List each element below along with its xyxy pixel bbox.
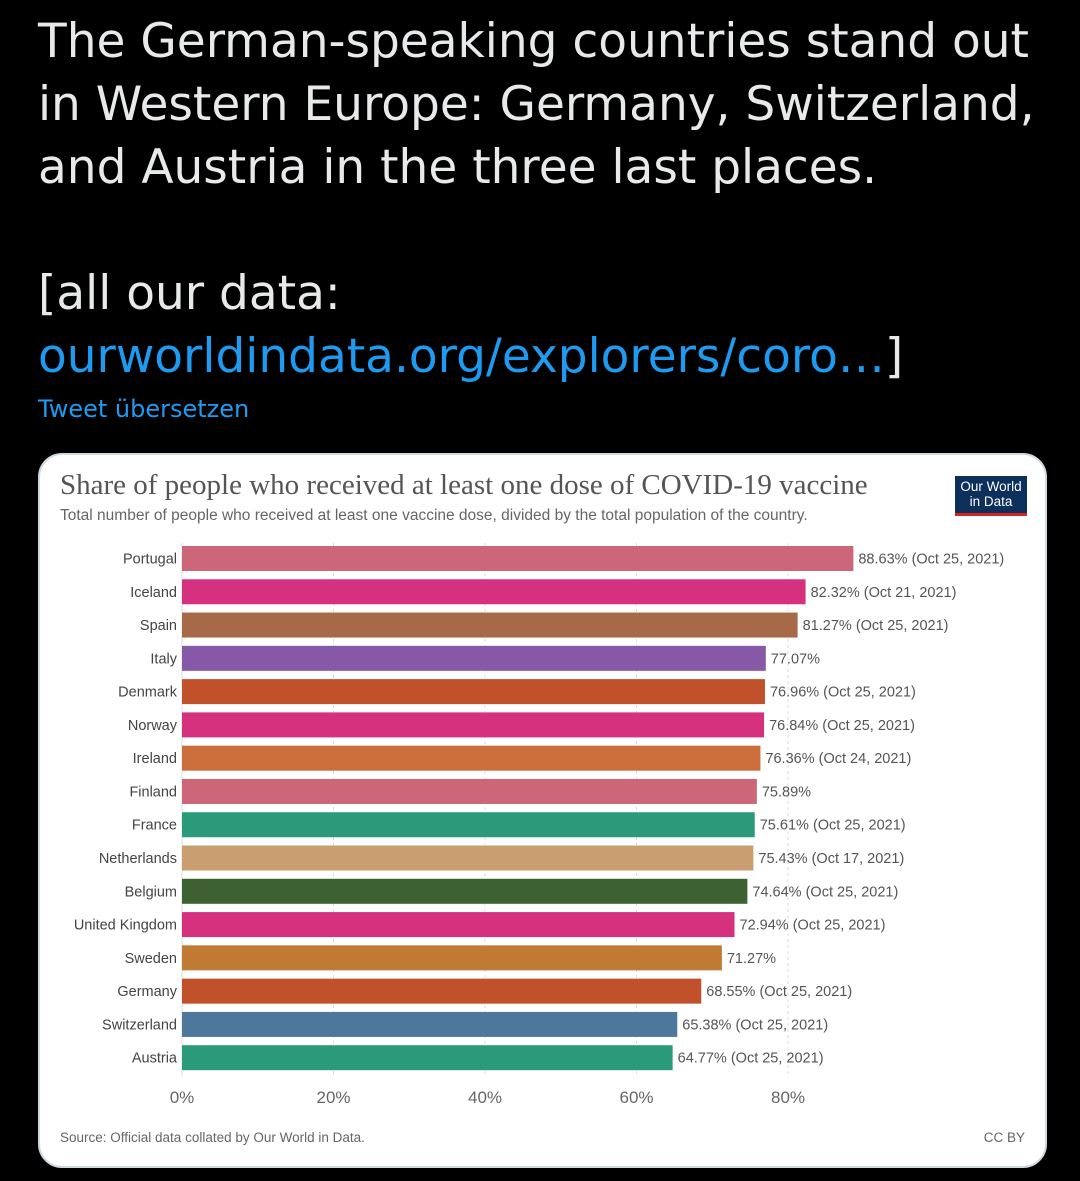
x-tick-label: 80% — [771, 1088, 805, 1107]
value-label: 71.27% — [727, 951, 776, 967]
value-label: 68.55% (Oct 25, 2021) — [706, 984, 852, 1000]
category-label: Finland — [129, 784, 177, 800]
bar-united-kingdom[interactable] — [182, 912, 735, 938]
category-label: Denmark — [118, 685, 178, 701]
category-label: Italy — [150, 651, 177, 667]
value-label: 88.63% (Oct 25, 2021) — [858, 552, 1004, 568]
x-tick-label: 40% — [468, 1088, 502, 1107]
value-label: 75.89% — [762, 784, 811, 800]
category-label: Iceland — [130, 585, 177, 601]
translate-tweet-link[interactable]: Tweet übersetzen — [38, 395, 250, 423]
value-label: 81.27% (Oct 25, 2021) — [803, 618, 949, 634]
tweet-link-suffix: ] — [884, 329, 904, 384]
bar-switzerland[interactable] — [182, 1011, 678, 1037]
value-label: 76.96% (Oct 25, 2021) — [770, 685, 916, 701]
category-label: United Kingdom — [74, 918, 177, 934]
owid-logo[interactable]: Our World in Data — [955, 476, 1027, 516]
value-label: 75.61% (Oct 25, 2021) — [760, 818, 906, 834]
category-label: Belgium — [125, 884, 177, 900]
value-label: 77.07% — [771, 651, 820, 667]
bar-denmark[interactable] — [182, 679, 765, 705]
value-label: 76.84% (Oct 25, 2021) — [769, 718, 915, 734]
bar-belgium[interactable] — [182, 878, 748, 904]
bar-norway[interactable] — [182, 712, 765, 738]
category-label: Austria — [132, 1051, 178, 1067]
category-label: Netherlands — [99, 851, 177, 867]
tweet-line: and Austria in the three last places. — [38, 140, 878, 195]
chart-card[interactable]: 0% 20% 40% 60% 80% Portugal 88.63% (Oct 25, 20… — [38, 453, 1047, 1168]
bar-netherlands[interactable] — [182, 845, 754, 871]
chart-title: Share of people who received at least on… — [60, 469, 868, 501]
category-label: Germany — [117, 984, 177, 1000]
bar-austria[interactable] — [182, 1045, 673, 1071]
value-label: 65.38% (Oct 25, 2021) — [682, 1017, 828, 1033]
bar-sweden[interactable] — [182, 945, 722, 971]
bar-iceland[interactable] — [182, 579, 806, 605]
chart-subtitle: Total number of people who received at l… — [60, 507, 808, 524]
bar-spain[interactable] — [182, 612, 798, 638]
category-label: Portugal — [123, 552, 177, 568]
value-label: 64.77% (Oct 25, 2021) — [678, 1051, 824, 1067]
value-label: 72.94% (Oct 25, 2021) — [740, 918, 886, 934]
tweet-line: [all our data: — [38, 266, 341, 321]
category-label: Switzerland — [102, 1017, 177, 1033]
tweet-line: The German-speaking countries stand out — [38, 14, 1029, 69]
x-tick-label: 0% — [170, 1088, 195, 1107]
category-label: Norway — [128, 718, 178, 734]
owid-logo-line2: in Data — [969, 494, 1013, 509]
bar-chart: 0% 20% 40% 60% 80% Portugal 88.63% (Oct 25, 20… — [74, 543, 1004, 1107]
tweet-text: The German-speaking countries stand out … — [38, 10, 1048, 388]
x-tick-label: 20% — [316, 1088, 350, 1107]
bar-france[interactable] — [182, 812, 755, 838]
category-label: France — [132, 818, 177, 834]
category-label: Ireland — [133, 751, 177, 767]
owid-logo-line1: Our World — [960, 479, 1022, 494]
chart-license: CC BY — [983, 1130, 1025, 1145]
tweet-blank-line — [38, 199, 1048, 262]
value-label: 75.43% (Oct 17, 2021) — [758, 851, 904, 867]
value-label: 76.36% (Oct 24, 2021) — [765, 751, 911, 767]
bar-finland[interactable] — [182, 778, 757, 804]
tweet-link-line: ourworldindata.org/explorers/coro…] — [38, 325, 1048, 388]
bar-italy[interactable] — [182, 645, 766, 671]
tweet-link[interactable]: ourworldindata.org/explorers/coro… — [38, 329, 885, 384]
bar-germany[interactable] — [182, 978, 702, 1004]
bar-ireland[interactable] — [182, 745, 761, 771]
chart-source: Source: Official data collated by Our Wo… — [60, 1130, 365, 1145]
value-label: 82.32% (Oct 21, 2021) — [811, 585, 957, 601]
category-label: Sweden — [125, 951, 177, 967]
category-label: Spain — [140, 618, 177, 634]
tweet-line: in Western Europe: Germany, Switzerland, — [38, 77, 1035, 132]
bar-portugal[interactable] — [182, 546, 854, 571]
x-tick-label: 60% — [619, 1088, 653, 1107]
value-label: 74.64% (Oct 25, 2021) — [752, 884, 898, 900]
